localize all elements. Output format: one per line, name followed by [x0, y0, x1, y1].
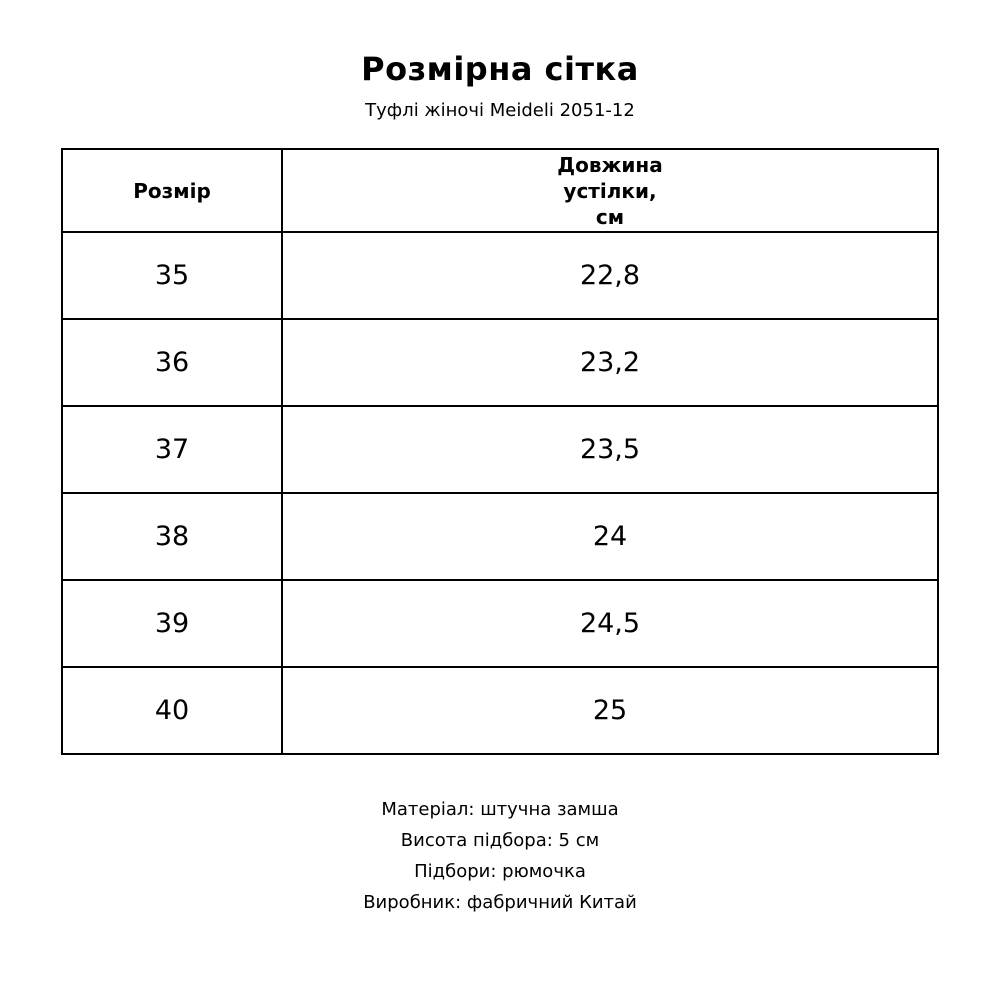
table-row: 39 24,5 [61, 579, 939, 668]
insole-length-cell: 25 [281, 666, 939, 755]
table-row: 37 23,5 [61, 405, 939, 494]
insole-length-cell: 24 [281, 492, 939, 581]
column-header-insole-length: Довжина устілки, см [281, 148, 939, 233]
size-cell: 36 [61, 318, 283, 407]
table-row: 35 22,8 [61, 231, 939, 320]
page-title: Розмірна сітка [361, 50, 639, 88]
insole-length-cell: 24,5 [281, 579, 939, 668]
size-cell: 40 [61, 666, 283, 755]
detail-heel-type: Підбори: рюмочка [414, 861, 586, 882]
size-cell: 37 [61, 405, 283, 494]
insole-length-cell: 23,5 [281, 405, 939, 494]
insole-length-cell: 22,8 [281, 231, 939, 320]
detail-heel-height: Висота підбора: 5 см [400, 830, 600, 851]
product-details: Матеріал: штучна замша Висота підбора: 5… [0, 799, 1000, 913]
table-row: 40 25 [61, 666, 939, 755]
size-table: Розмір Довжина устілки, см 35 22,8 36 23… [61, 148, 939, 755]
table-header-row: Розмір Довжина устілки, см [61, 148, 939, 233]
size-cell: 39 [61, 579, 283, 668]
table-row: 38 24 [61, 492, 939, 581]
table-row: 36 23,2 [61, 318, 939, 407]
size-cell: 38 [61, 492, 283, 581]
detail-material: Матеріал: штучна замша [381, 799, 619, 820]
column-header-size: Розмір [61, 148, 283, 233]
product-subtitle: Туфлі жіночі Meideli 2051-12 [365, 100, 635, 121]
size-cell: 35 [61, 231, 283, 320]
detail-manufacturer: Виробник: фабричний Китай [363, 892, 637, 913]
insole-length-cell: 23,2 [281, 318, 939, 407]
